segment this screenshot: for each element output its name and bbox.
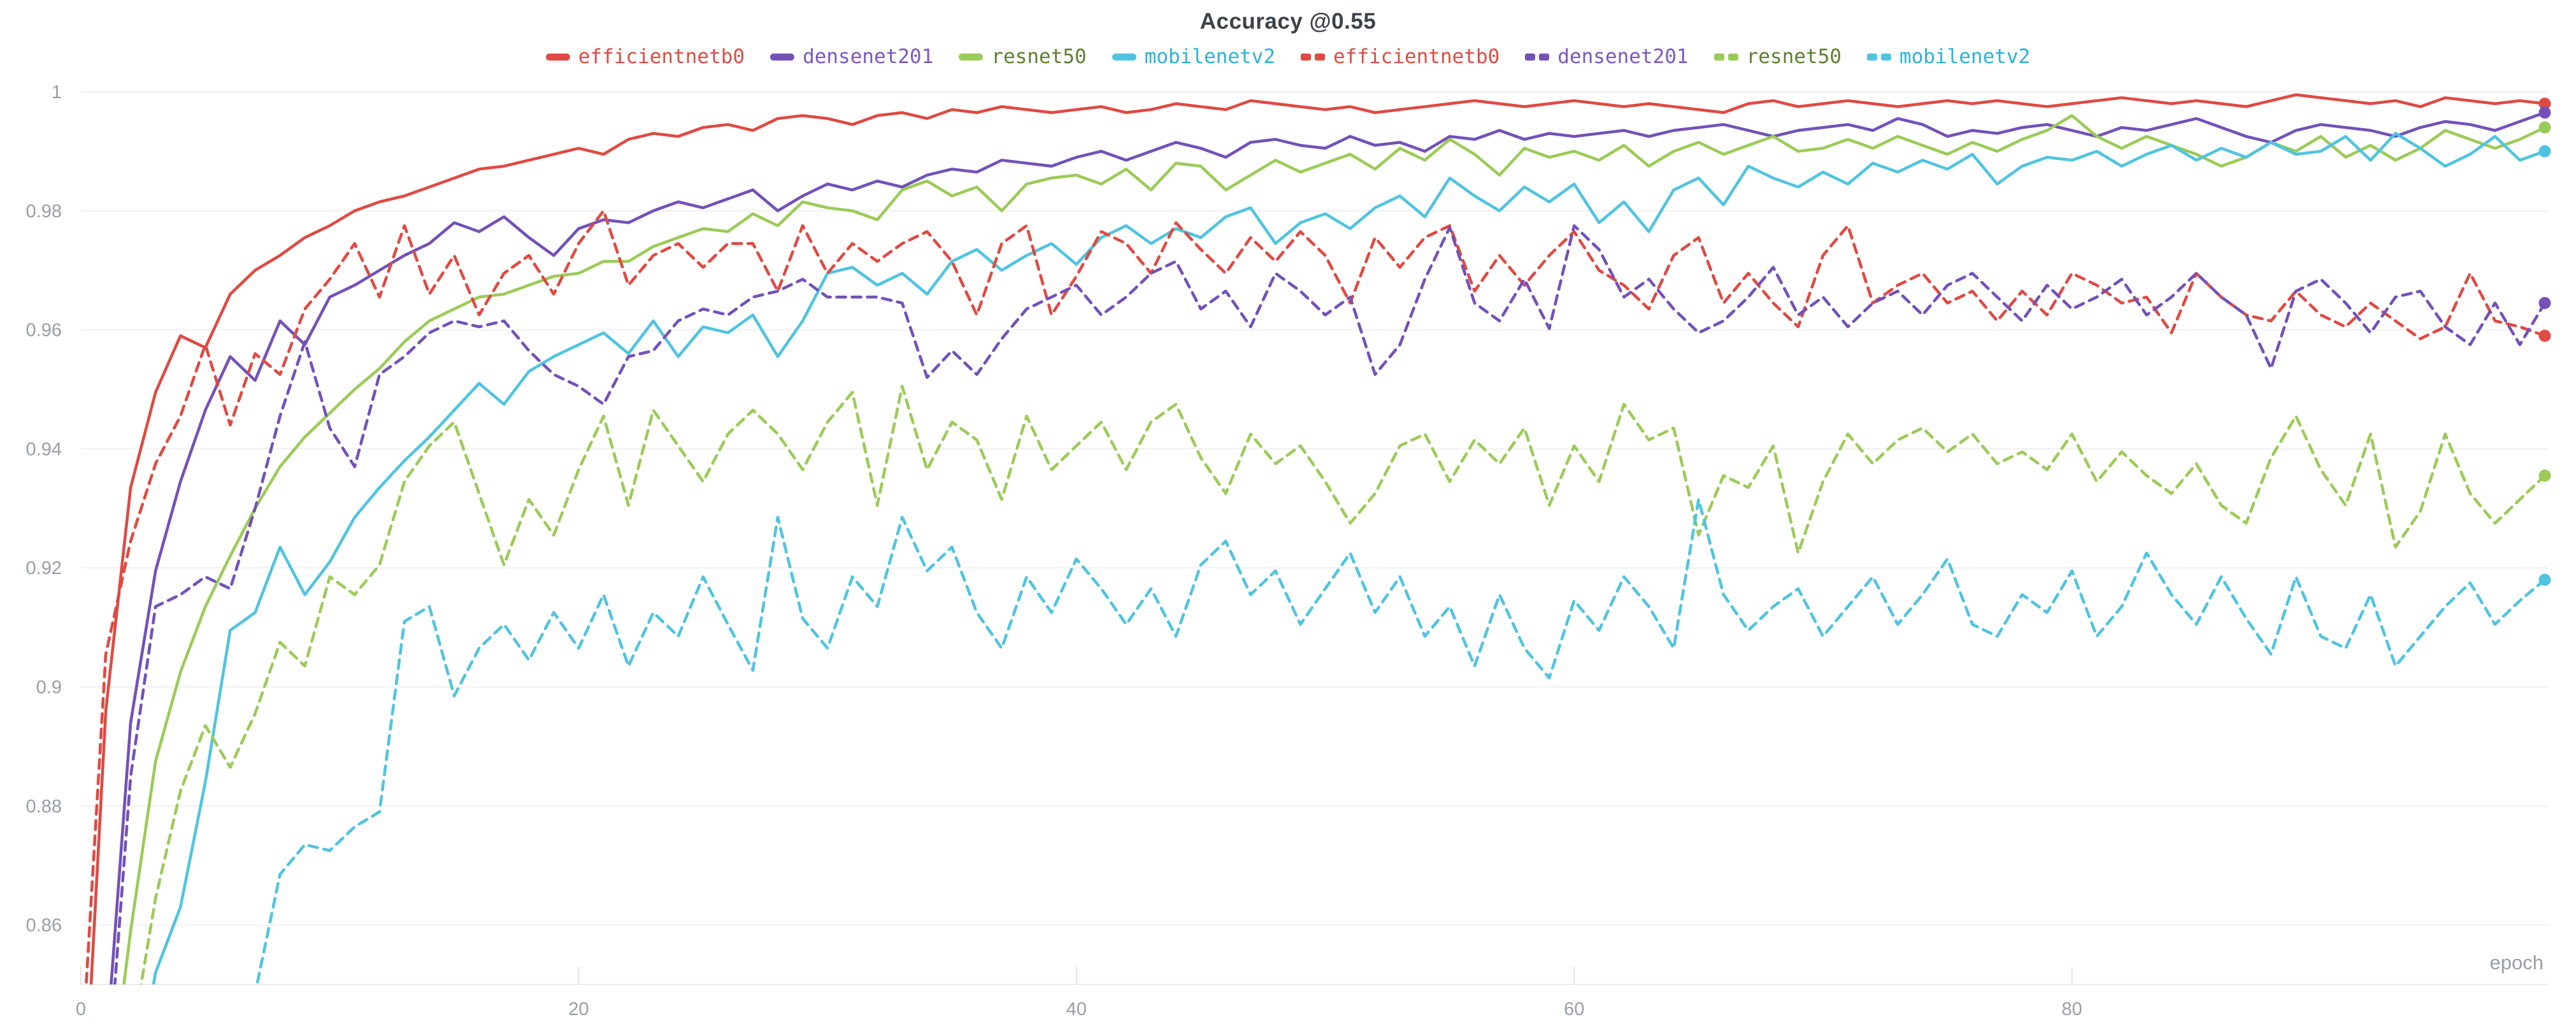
end-point-marker [2538, 121, 2551, 134]
dashed-line-swatch-icon [1525, 54, 1550, 61]
solid-line-swatch-icon [959, 54, 984, 61]
line-resnet50-val [140, 384, 2547, 984]
x-axis-labels: 0 20 40 60 80 [76, 967, 2082, 1020]
chart-title: Accuracy @0.55 [1199, 9, 1377, 34]
legend-item-resnet50-val[interactable]: resnet50 [1714, 47, 1842, 67]
line-efficientnetb0-val [85, 209, 2547, 984]
legend-label: densenet201 [1557, 45, 1689, 68]
series-lines [85, 93, 2547, 984]
y-tick-label: 0.9 [36, 677, 62, 698]
legend-item-efficientnetb0-train[interactable]: efficientnetb0 [545, 45, 745, 68]
legend-label: resnet50 [1746, 45, 1842, 68]
dashed-line-swatch-icon [1301, 54, 1325, 61]
line-efficientnetb0-train [89, 93, 2547, 984]
line-densenet201-val [113, 224, 2547, 984]
end-point-marker [2538, 329, 2551, 342]
x-tick-label: 40 [1066, 999, 1087, 1020]
y-tick-label: 0.96 [26, 321, 62, 341]
solid-line-swatch-icon [1112, 54, 1136, 61]
x-tick-label: 0 [76, 999, 86, 1020]
end-point-marker [2538, 469, 2551, 482]
legend-label: efficientnetb0 [578, 45, 745, 68]
y-axis-labels: 1 0.98 0.96 0.94 0.92 0.9 0.88 0.86 [26, 82, 62, 936]
legend-label: resnet50 [991, 45, 1087, 68]
x-tick-label: 60 [1564, 999, 1584, 1020]
y-tick-label: 0.98 [26, 201, 62, 222]
y-tick-label: 0.86 [26, 916, 62, 936]
y-tick-label: 0.94 [26, 439, 62, 459]
line-mobilenetv2-train [152, 132, 2547, 984]
x-tick-label: 20 [568, 999, 589, 1020]
x-tick-label: 80 [2062, 999, 2082, 1020]
end-point-marker [2538, 145, 2551, 157]
legend-label: efficientnetb0 [1333, 45, 1500, 68]
end-point-marker [2538, 297, 2551, 310]
dashed-line-swatch-icon [1714, 54, 1738, 61]
legend-item-densenet201-train[interactable]: densenet201 [770, 47, 933, 67]
legend-label: densenet201 [803, 45, 934, 68]
end-point-marker [2538, 106, 2551, 119]
end-point-marker [2538, 573, 2551, 586]
legend-label: mobilenetv2 [1899, 45, 2031, 68]
end-point-marker [2538, 97, 2551, 110]
legend-item-mobilenetv2-train[interactable]: mobilenetv2 [1112, 47, 1275, 67]
solid-line-swatch-icon [545, 54, 570, 61]
line-mobilenetv2-val [255, 498, 2547, 984]
y-tick-label: 0.88 [26, 797, 62, 817]
x-axis-name: epoch [2490, 951, 2544, 974]
y-tick-label: 0.92 [26, 558, 62, 579]
legend-item-mobilenetv2-val[interactable]: mobilenetv2 [1866, 45, 2031, 68]
solid-line-swatch-icon [770, 54, 795, 61]
line-resnet50-train [122, 114, 2547, 984]
y-tick-label: 1 [52, 82, 62, 103]
legend-label: mobilenetv2 [1144, 45, 1275, 68]
legend: efficientnetb0 densenet201 resnet50 mobilen… [0, 47, 2576, 67]
legend-item-efficientnetb0-val[interactable]: efficientnetb0 [1301, 47, 1499, 67]
dashed-line-swatch-icon [1866, 54, 1891, 61]
legend-item-densenet201-val[interactable]: densenet201 [1525, 45, 1689, 68]
gridlines [81, 91, 2548, 926]
line-densenet201-train [110, 111, 2547, 984]
legend-item-resnet50-train[interactable]: resnet50 [959, 45, 1087, 68]
